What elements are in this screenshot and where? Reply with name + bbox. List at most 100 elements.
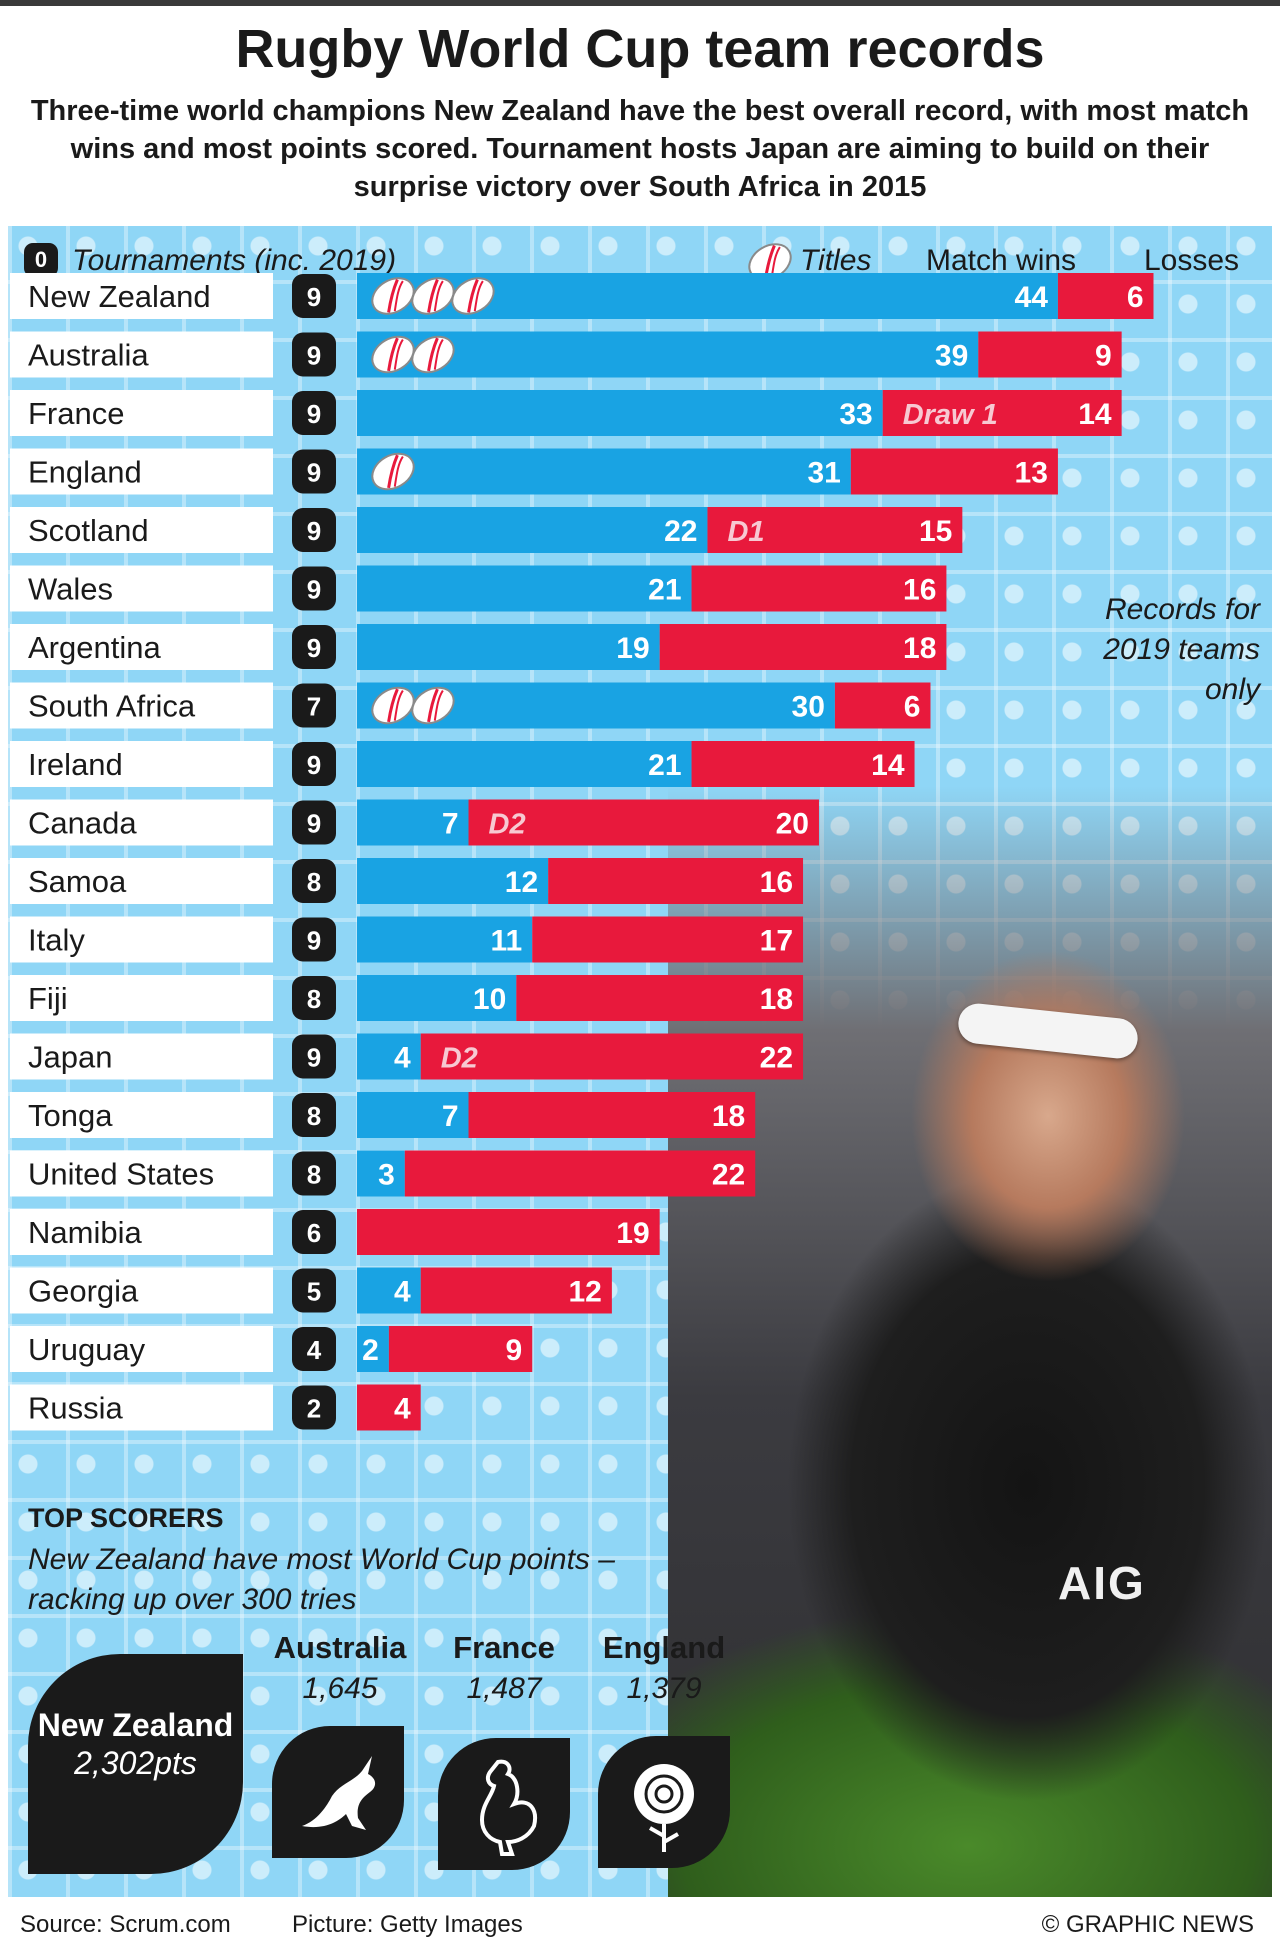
team-name-uruguay: Uruguay [28,1332,146,1367]
tournaments-badge-scotland [292,508,336,552]
top-scorers-heading: TOP SCORERS [28,1503,224,1533]
losses-bar-wales [691,565,947,612]
footer: Source: Scrum.com Picture: Getty Images … [0,1897,1280,1952]
wins-label-italy: 11 [491,925,523,958]
source-credit: Source: Scrum.com [20,1911,231,1938]
team-label-bg-argentina [10,624,273,670]
team-name-australia: Australia [28,338,149,373]
top-rule [0,0,1280,6]
losses-bar-australia [978,331,1122,378]
scorer-points-france: 1,487 [466,1672,542,1705]
tournaments-value-japan: 9 [307,1043,321,1073]
losses-label-tonga: 18 [712,1100,745,1133]
rooster-icon [438,1738,570,1870]
kangaroo-icon [272,1726,404,1858]
team-name-tonga: Tonga [28,1098,113,1133]
scorer-points-england: 1,379 [626,1672,702,1705]
wins-label-ireland: 21 [648,749,681,782]
records-note: Records for 2019 teams only [1103,593,1260,706]
team-label-bg-samoa [10,858,273,904]
wins-label-south-africa: 30 [792,691,825,724]
tournaments-badge-tonga [292,1093,336,1137]
wins-bar-samoa [357,858,549,904]
wins-label-canada: 7 [442,808,459,841]
losses-bar-argentina [659,624,947,670]
tournaments-value-namibia: 6 [307,1218,321,1248]
tournaments-value-united-states: 8 [307,1160,321,1190]
wins-bar-england [357,448,851,495]
tournaments-badge-canada [292,800,336,845]
tournaments-value-tonga: 8 [307,1101,321,1131]
team-name-japan: Japan [28,1040,112,1075]
losses-bar-georgia [420,1267,612,1314]
wins-label-wales: 21 [648,574,681,607]
team-label-bg-scotland [10,507,273,553]
page-subtitle: Three-time world champions New Zealand h… [30,95,1250,203]
losses-bar-new-zealand [1057,273,1154,319]
losses-label-russia: 4 [394,1393,411,1426]
losses-label-south-africa: 6 [904,691,921,724]
team-label-bg-united-states [10,1150,273,1197]
publisher-credit: © GRAPHIC NEWS [1041,1911,1254,1938]
team-name-england: England [28,455,142,490]
losses-bar-ireland [691,741,915,787]
tournaments-badge-russia [292,1385,336,1430]
losses-label-fiji: 18 [760,983,793,1016]
jersey-sponsor: AIG [1058,1557,1146,1609]
losses-label-samoa: 16 [760,866,793,899]
wins-label-australia: 39 [935,340,968,373]
draw-label-scotland: D1 [727,516,764,548]
losses-bar-namibia [357,1209,660,1255]
tournaments-badge-georgia [292,1268,336,1313]
tournaments-badge-england [292,449,336,494]
tournaments-badge-fiji [292,976,336,1020]
tournaments-badge-south-africa [292,683,336,728]
wins-bar-scotland [357,507,708,553]
wins-bar-france [357,390,883,436]
team-label-bg-namibia [10,1209,273,1255]
tournaments-value-canada: 9 [307,809,321,839]
wins-label-argentina: 19 [616,632,649,665]
team-label-bg-canada [10,799,273,846]
losses-bar-scotland [707,507,963,553]
losses-label-wales: 16 [903,574,936,607]
wins-bar-fiji [357,975,517,1021]
tournaments-value-samoa: 8 [307,867,321,897]
tournaments-badge-australia [292,332,336,377]
leader-points: 2,302pts [74,1745,197,1781]
losses-bar-canada [468,799,819,846]
team-name-ireland: Ireland [28,747,123,782]
team-label-bg-south-africa [10,682,273,729]
losses-label-united-states: 22 [712,1159,745,1192]
wins-label-uruguay: 2 [362,1334,379,1367]
tournaments-badge-japan [292,1034,336,1079]
tournaments-value-georgia: 5 [307,1277,321,1307]
losses-label-italy: 17 [760,925,793,958]
losses-bar-united-states [404,1150,756,1197]
wins-bar-united-states [357,1150,405,1197]
team-name-namibia: Namibia [28,1215,142,1250]
draw-label-japan: D2 [441,1043,478,1075]
losses-bar-italy [532,916,804,963]
tournaments-badge-france [292,391,336,435]
team-label-bg-england [10,448,273,495]
tournaments-badge-namibia [292,1210,336,1254]
losses-label-australia: 9 [1095,340,1112,373]
wins-bar-argentina [357,624,660,670]
tournaments-badge-italy [292,917,336,962]
team-label-bg-japan [10,1033,273,1080]
wins-label-new-zealand: 44 [1015,281,1049,314]
tournaments-value-argentina: 9 [307,633,321,663]
tournaments-value-england: 9 [307,458,321,488]
tournaments-legend-badge: 0 [24,243,58,277]
team-name-italy: Italy [28,923,85,958]
scorer-points-australia: 1,645 [302,1672,378,1705]
tournaments-value-uruguay: 4 [307,1335,322,1365]
losses-bar-fiji [516,975,804,1021]
wins-bar-tonga [357,1092,469,1138]
rose-icon [598,1736,730,1868]
losses-label-new-zealand: 6 [1127,281,1144,314]
wins-label-japan: 4 [394,1042,411,1075]
draw-label-france: Draw 1 [903,399,998,431]
